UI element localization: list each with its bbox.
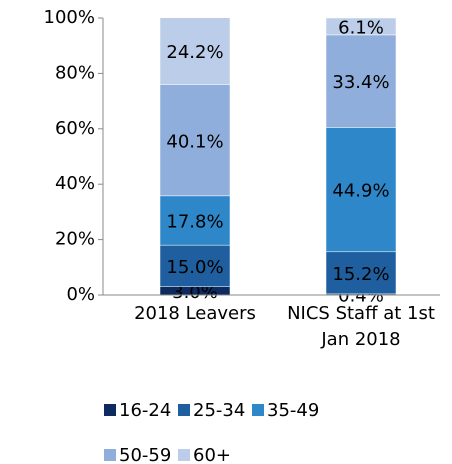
legend-swatch	[178, 449, 190, 461]
legend-swatch	[104, 404, 116, 416]
legend-label: 50-59	[119, 445, 171, 464]
x-tick-label: 2018 Leavers	[134, 303, 256, 324]
data-label: 24.2%	[166, 42, 223, 63]
data-label: 40.1%	[166, 131, 223, 152]
bar-segment	[325, 17, 397, 36]
data-label: 17.8%	[166, 211, 223, 232]
bar-segment	[159, 244, 231, 287]
data-label: 15.0%	[166, 257, 223, 278]
y-tick-label: 80%	[55, 62, 95, 83]
legend-label: 60+	[193, 445, 231, 464]
y-tick-label: 60%	[55, 118, 95, 139]
data-label: 15.2%	[332, 264, 389, 285]
legend-label: 25-34	[193, 400, 245, 421]
x-tick-label: NICS Staff at 1st Jan 2018	[287, 303, 435, 350]
bar-segment	[325, 127, 397, 253]
y-tick-label: 40%	[55, 173, 95, 194]
bar-segment	[325, 251, 397, 295]
data-label: 44.9%	[332, 181, 389, 202]
legend-swatch	[252, 404, 264, 416]
y-tick-label: 0%	[66, 284, 95, 305]
legend-swatch	[104, 449, 116, 461]
y-tick-label: 20%	[55, 229, 95, 250]
data-label: 6.1%	[338, 17, 384, 38]
data-label: 3.0%	[172, 282, 218, 303]
y-tick-label: 100%	[44, 7, 95, 28]
data-label: 33.4%	[332, 72, 389, 93]
bar-segment	[325, 34, 397, 128]
legend-label: 35-49	[267, 400, 319, 421]
bar-segment	[159, 17, 231, 86]
legend-swatch	[178, 404, 190, 416]
legend-label: 16-24	[119, 400, 171, 421]
